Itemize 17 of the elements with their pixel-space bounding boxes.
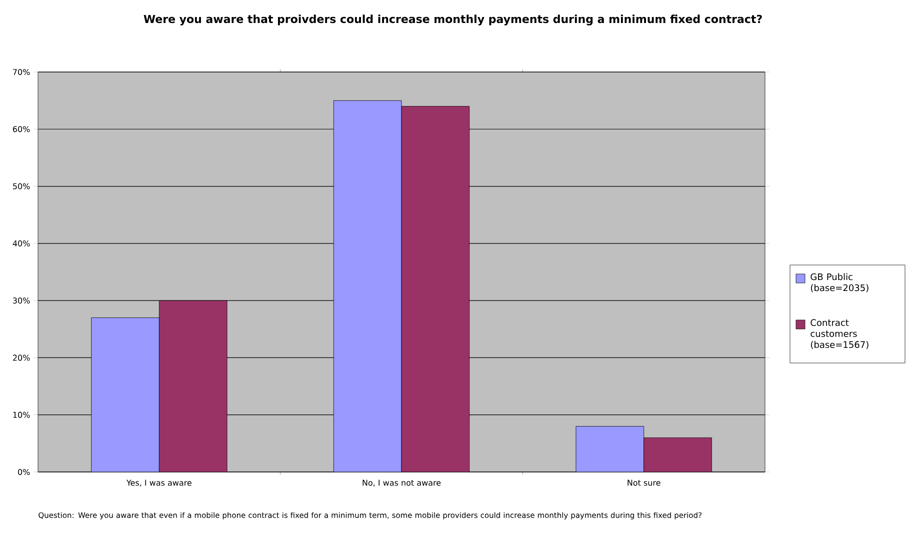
y-tick-label: 70% [13, 68, 30, 76]
x-tick-label: Not sure [628, 480, 660, 486]
chart-title: Were you aware that proivders could increase monthly payments during a minimum fixed contract? [144, 14, 762, 26]
y-tick-label: 60% [12, 126, 30, 132]
y-tick-label: 40% [12, 240, 30, 246]
bar [576, 426, 644, 472]
y-tick-label: 0% [18, 468, 30, 476]
bar [91, 318, 160, 472]
y-tick-label: 50% [13, 183, 30, 190]
y-tick-label: 30% [13, 298, 30, 304]
bar [333, 100, 402, 472]
y-tick-label: 10% [13, 412, 30, 418]
legend-label: Contract customers (base=1567) [810, 319, 868, 350]
x-tick-label: No, I was not aware [362, 480, 441, 487]
x-tick-label: Yes, I was aware [126, 480, 192, 487]
legend-label: GB Public (base=2035) [810, 273, 868, 292]
y-tick-label: 20% [13, 354, 30, 361]
